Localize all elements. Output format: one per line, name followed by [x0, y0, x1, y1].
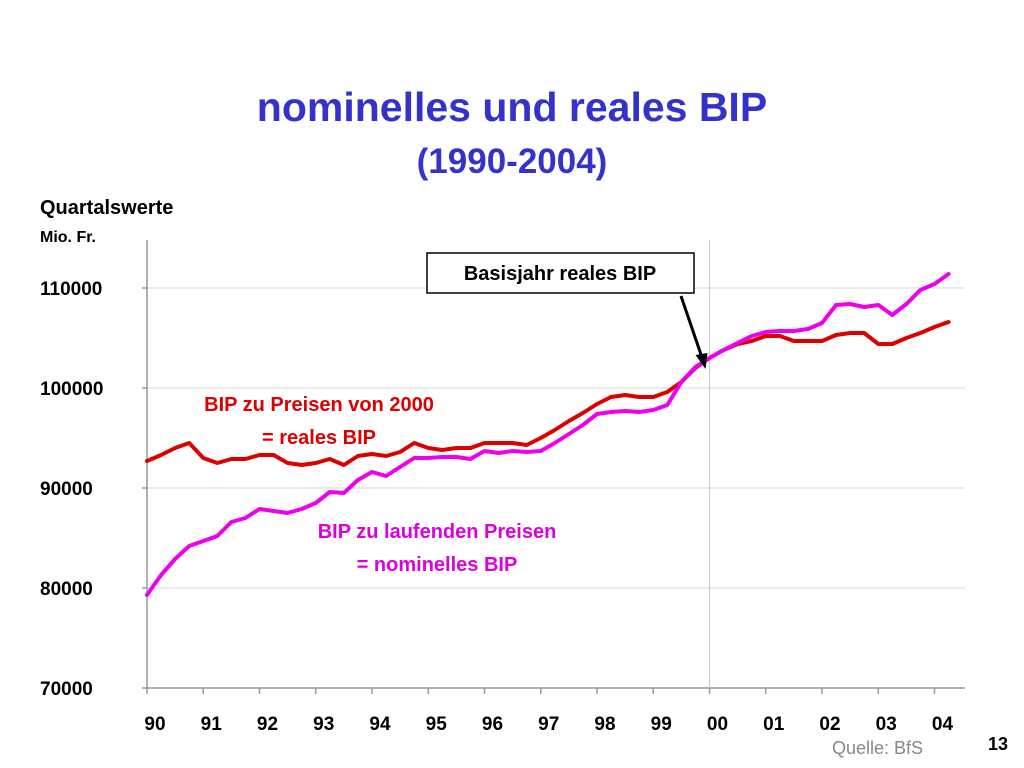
x-tick-label: 92: [257, 714, 278, 735]
callout-arrow-head: [695, 353, 708, 369]
series-line-nominal: [145, 272, 951, 597]
x-tick-label: 98: [594, 714, 615, 735]
y-axis-label: Quartalswerte: [40, 197, 174, 219]
x-tick-label: 90: [144, 714, 165, 735]
axes: [142, 240, 965, 694]
real-gdp-label: = reales BIP: [262, 427, 376, 449]
y-tick-label: 70000: [40, 679, 93, 700]
x-tick-label: 01: [763, 714, 785, 735]
x-tick-label: 91: [201, 714, 223, 735]
series-line-real: [145, 320, 951, 467]
x-tick-label: 03: [876, 714, 897, 735]
page-number: 13: [988, 734, 1009, 754]
y-axis-unit: Mio. Fr.: [40, 229, 96, 246]
x-tick-label: 97: [538, 714, 559, 735]
x-tick-label: 99: [651, 714, 672, 735]
y-tick-label: 80000: [40, 579, 93, 600]
tick-labels: 70000 80000 90000 100000 110000 90 91 92 93 94 95 9…: [40, 279, 953, 735]
source-note: Quelle: BfS: [832, 738, 924, 758]
x-tick-label: 93: [313, 714, 334, 735]
nominal-gdp-label: = nominelles BIP: [357, 554, 518, 576]
series-lines: [145, 272, 951, 597]
x-tick-label: 04: [932, 714, 954, 735]
x-tick-label: 96: [482, 714, 503, 735]
nominal-gdp-label: BIP zu laufenden Preisen: [318, 521, 557, 543]
x-tick-label: 94: [369, 714, 391, 735]
base-year-callout-box: [426, 252, 695, 294]
real-gdp-label: BIP zu Preisen von 2000: [204, 394, 434, 416]
page-title: nominelles und reales BIP: [256, 84, 768, 130]
x-tick-label: 00: [707, 714, 728, 735]
annotations: BIP zu Preisen von 2000 = reales BIP BIP z…: [204, 252, 708, 576]
base-year-callout-text: Basisjahr reales BIP: [464, 263, 656, 285]
y-tick-label: 100000: [40, 379, 103, 400]
x-tick-label: 95: [426, 714, 448, 735]
y-tick-label: 90000: [40, 479, 93, 500]
x-tick-label: 02: [819, 714, 840, 735]
y-tick-label: 110000: [40, 279, 102, 300]
callout-arrow-line: [679, 295, 704, 360]
page-subtitle: (1990-2004): [416, 142, 608, 181]
